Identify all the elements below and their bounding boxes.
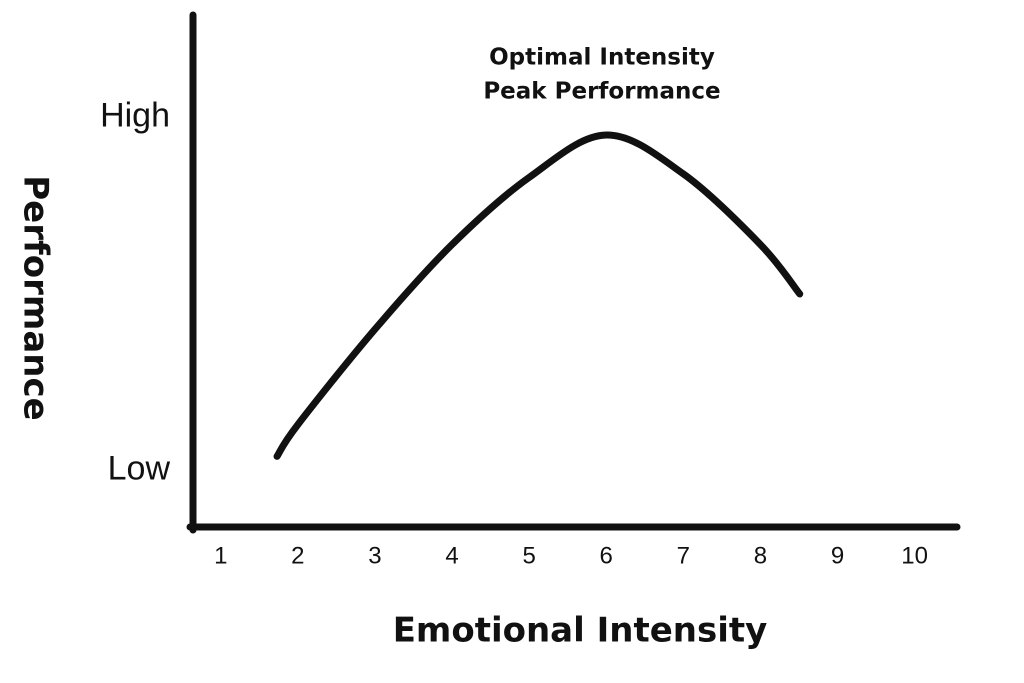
x-tick-label: 8 bbox=[754, 542, 767, 569]
x-tick-label: 7 bbox=[677, 542, 690, 569]
x-tick-label: 5 bbox=[522, 542, 535, 569]
curve bbox=[273, 131, 804, 460]
x-tick-label: 10 bbox=[901, 542, 928, 569]
annotation: Optimal Intensity bbox=[489, 45, 715, 71]
y-tick-label: High bbox=[100, 96, 170, 134]
x-tick-label: 3 bbox=[368, 542, 381, 569]
x-tick-label: 2 bbox=[291, 542, 304, 569]
x-tick-label: 1 bbox=[214, 542, 227, 569]
x-tick-label: 6 bbox=[600, 542, 613, 569]
x-tick-label: 9 bbox=[831, 542, 844, 569]
x-axis-title: Emotional Intensity bbox=[393, 611, 768, 651]
x-tick-label: 4 bbox=[445, 542, 458, 569]
y-tick-label: Low bbox=[108, 449, 171, 487]
y-axis-title: Performance bbox=[16, 175, 56, 420]
annotation: Peak Performance bbox=[483, 79, 720, 105]
